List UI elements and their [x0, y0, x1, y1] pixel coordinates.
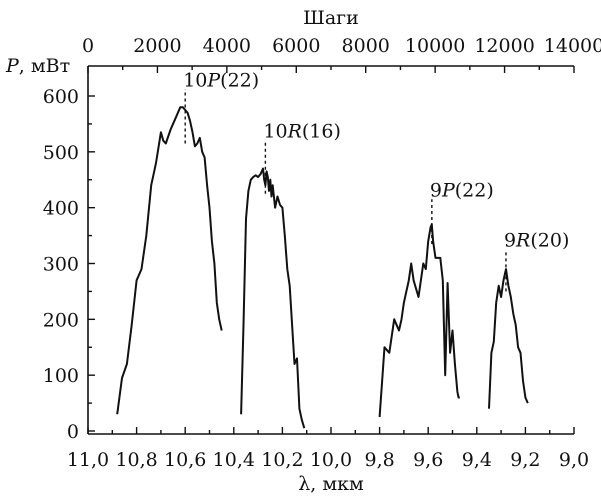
peak-label-1: 10P(22) [183, 69, 259, 91]
x2-tick-label: 2000 [133, 35, 181, 57]
x-axis-title: λ, мкм [298, 473, 364, 495]
series-line-1 [116, 106, 223, 415]
x2-tick-label: 8000 [342, 35, 390, 57]
y-tick-label: 100 [43, 365, 79, 387]
annotations: 10P(22) 10R(16) 9P(22) 9R(20) [183, 69, 569, 292]
x-tick-label: 10,8 [115, 449, 157, 471]
x-tick-label: 10,4 [213, 449, 255, 471]
series-line-4 [488, 268, 529, 409]
y-axis-title: P, мВт [5, 55, 70, 77]
top-axis-title: Шаги [303, 7, 359, 29]
x-tick-label: 9,8 [364, 449, 394, 471]
series-line-2 [240, 167, 306, 429]
peak-label-3: 9P(22) [430, 179, 494, 201]
y-tick-label: 500 [43, 142, 79, 164]
peak-label-4: 9R(20) [504, 230, 569, 252]
x2-tick-label: 14000 [544, 35, 601, 57]
x2-tick-label: 12000 [474, 35, 534, 57]
x2-tick-label: 0 [82, 35, 94, 57]
y-tick-label: 400 [43, 198, 79, 220]
x-tick-label: 10,2 [261, 449, 303, 471]
y-axis-title-symbol: P [5, 55, 20, 77]
series-group [116, 106, 529, 429]
y-tick-label: 0 [67, 421, 79, 443]
x2-tick-label: 6000 [272, 35, 320, 57]
x-tick-label: 9,4 [462, 449, 492, 471]
x-tick-label: 10,0 [310, 449, 352, 471]
ticks: 11,0 10,8 10,6 10,4 10,2 10,0 9,8 9,6 9,4 9,2 9,0 0… [43, 35, 601, 471]
x-tick-label: 10,6 [164, 449, 206, 471]
x-tick-label: 11,0 [67, 449, 109, 471]
x2-tick-label: 10000 [405, 35, 465, 57]
series-line-3 [378, 223, 460, 418]
x-tick-label: 9,2 [510, 449, 540, 471]
peak-label-2: 10R(16) [263, 121, 341, 143]
y-tick-label: 300 [43, 254, 79, 276]
x2-tick-label: 4000 [203, 35, 251, 57]
y-tick-label: 600 [43, 86, 79, 108]
y-axis-title-unit: , мВт [19, 55, 70, 77]
x-tick-label: 9,6 [413, 449, 443, 471]
y-tick-label: 200 [43, 309, 79, 331]
x-tick-label: 9,0 [559, 449, 589, 471]
